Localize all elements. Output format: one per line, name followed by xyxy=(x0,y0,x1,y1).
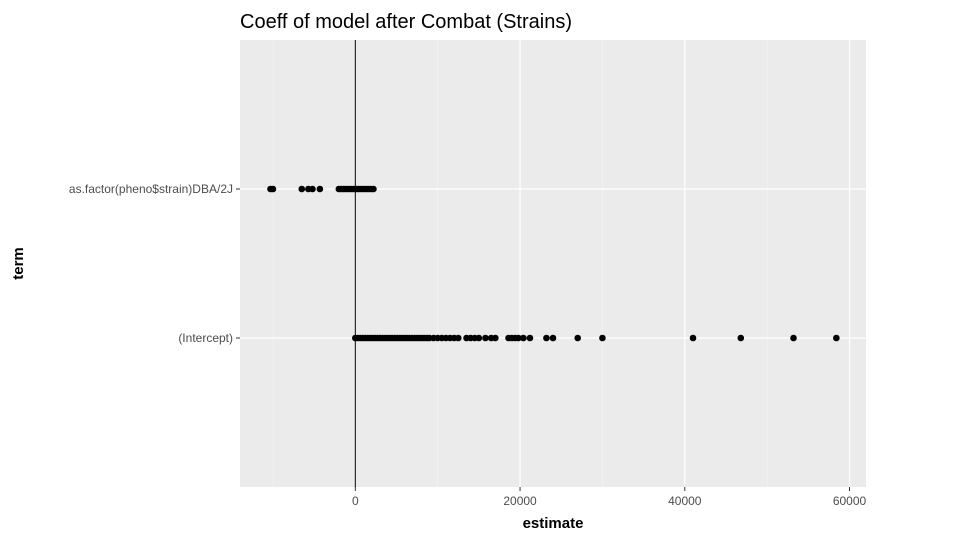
x-tick-label: 60000 xyxy=(833,494,867,508)
data-point xyxy=(689,334,697,342)
x-tick-label: 0 xyxy=(352,494,359,508)
data-point xyxy=(599,334,606,342)
x-tick-label: 40000 xyxy=(668,494,702,508)
data-point xyxy=(574,334,582,342)
y-tick-label: (Intercept) xyxy=(178,331,233,345)
data-point xyxy=(737,334,745,342)
data-point xyxy=(475,334,483,342)
data-point xyxy=(515,334,522,342)
data-point xyxy=(790,334,797,342)
chart-title: Coeff of model after Combat (Strains) xyxy=(240,11,572,33)
data-point xyxy=(549,334,557,342)
data-point xyxy=(316,185,324,193)
plot-panel xyxy=(240,40,866,487)
x-axis-ticks: 0 20000 40000 60000 xyxy=(352,487,867,508)
data-point xyxy=(520,334,527,342)
x-axis-title: estimate xyxy=(523,515,584,532)
data-point xyxy=(269,185,277,193)
data-point xyxy=(454,334,462,342)
data-points xyxy=(267,185,840,342)
x-tick-label: 20000 xyxy=(503,494,537,508)
data-point xyxy=(492,334,499,342)
data-point xyxy=(309,185,316,193)
y-tick-label: as.factor(pheno$strain)DBA/2J xyxy=(69,182,233,196)
data-point xyxy=(298,185,306,193)
data-point xyxy=(833,334,840,342)
y-axis-ticks: (Intercept) as.factor(pheno$strain)DBA/2J xyxy=(69,182,240,345)
y-axis-title: term xyxy=(10,247,27,280)
data-point xyxy=(543,334,550,342)
data-point xyxy=(482,334,489,342)
data-point xyxy=(370,185,377,193)
data-point xyxy=(526,334,534,342)
